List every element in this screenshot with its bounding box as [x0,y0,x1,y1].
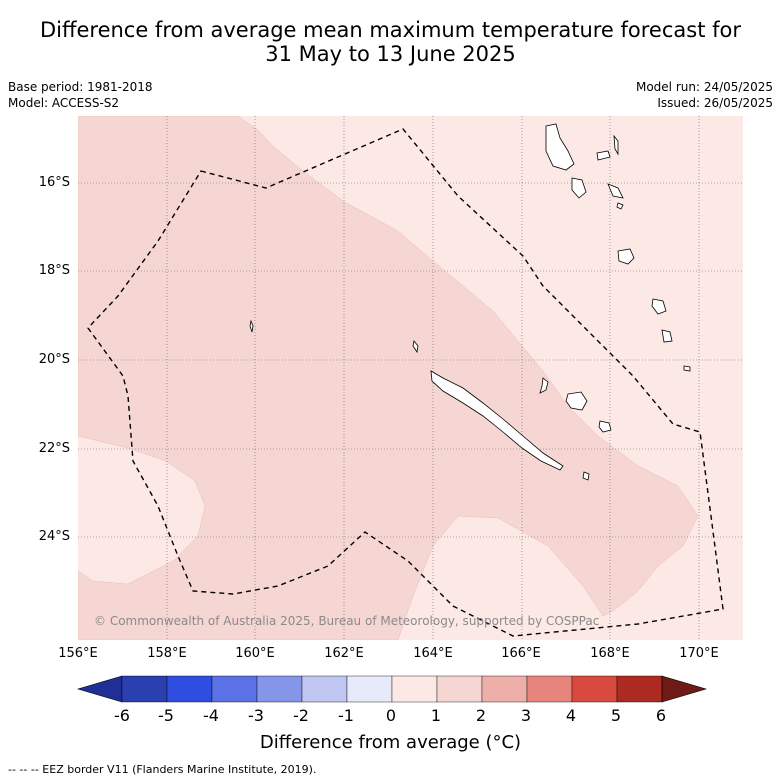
colorbar-swatch [166,675,213,703]
lat-label: 16°S [38,175,70,190]
colorbar-tick: -1 [338,706,354,725]
tanna-island [661,329,673,343]
espiritu-santo-island [545,123,575,171]
colorbar-swatch [391,675,438,703]
copyright-notice: © Commonwealth of Australia 2025, Bureau… [94,614,599,628]
lon-label: 156°E [58,646,98,661]
colorbar-tick: -3 [248,706,264,725]
mare-island [598,420,612,433]
title-line-2: 31 May to 13 June 2025 [265,42,516,66]
colorbar [76,675,708,703]
colorbar-tick: -5 [158,706,174,725]
efate-island [617,248,635,265]
ouvea-island [539,377,549,394]
lon-label: 170°E [679,646,719,661]
vanuatu-island [616,202,624,210]
colorbar-tick: 4 [565,706,577,725]
chesterfield-islet [249,319,254,333]
belep-islands [412,340,419,354]
colorbar-tick: -4 [203,706,219,725]
lat-label: 24°S [38,529,70,544]
colorbar-swatch [616,675,663,703]
lon-label: 168°E [590,646,630,661]
lat-label: 18°S [38,263,70,278]
lat-label: 22°S [38,441,70,456]
aneityum-island [683,365,691,372]
vanuatu-island [607,183,624,199]
colorbar-swatch [346,675,393,703]
colorbar-tick: 2 [475,706,487,725]
lat-label: 20°S [38,352,70,367]
model-name: Model: ACCESS-S2 [8,96,120,110]
colorbar-tick: 3 [520,706,532,725]
anomaly-region-1-2 [78,116,699,640]
meta-right: Model run: 24/05/2025 Issued: 26/05/2025 [636,79,773,111]
colorbar-tick: 0 [385,706,397,725]
eez-border [87,128,724,637]
colorbar-swatch [301,675,348,703]
colorbar-label: Difference from average (°C) [259,732,522,753]
lon-label: 160°E [235,646,275,661]
chart-title: Difference from average mean maximum tem… [0,18,781,66]
colorbar-swatch [211,675,258,703]
lifou-island [565,391,588,411]
malakula-island [571,177,587,199]
colorbar-swatch [571,675,618,703]
colorbar-extend-low [76,675,123,703]
colorbar-swatch [121,675,168,703]
map-panel: © Commonwealth of Australia 2025, Bureau… [78,116,743,640]
issued-date: Issued: 26/05/2025 [657,96,773,110]
colorbar-tick: -2 [293,706,309,725]
colorbar-tick: 6 [655,706,667,725]
lon-label: 158°E [147,646,187,661]
vanuatu-island [613,134,619,156]
isle-of-pines [582,471,590,481]
colorbar-tick: 1 [430,706,442,725]
erromango-island [651,298,667,315]
lon-label: 164°E [413,646,453,661]
base-period: Base period: 1981-2018 [8,80,153,94]
colorbar-swatch [481,675,528,703]
vanuatu-island [596,150,611,161]
colorbar-tick: -6 [114,706,130,725]
lon-label: 166°E [501,646,541,661]
colorbar-swatch [256,675,303,703]
model-run: Model run: 24/05/2025 [635,80,773,94]
eez-legend: -- -- -- EEZ border V11 (Flanders Marine… [8,763,317,776]
lon-label: 162°E [324,646,364,661]
title-line-1: Difference from average mean maximum tem… [40,18,741,42]
colorbar-tick: 5 [610,706,622,725]
colorbar-swatch [526,675,573,703]
meta-left: Base period: 1981-2018 Model: ACCESS-S2 [8,79,153,111]
colorbar-swatch [436,675,483,703]
colorbar-extend-high [661,675,708,703]
new-caledonia-island [430,370,564,471]
